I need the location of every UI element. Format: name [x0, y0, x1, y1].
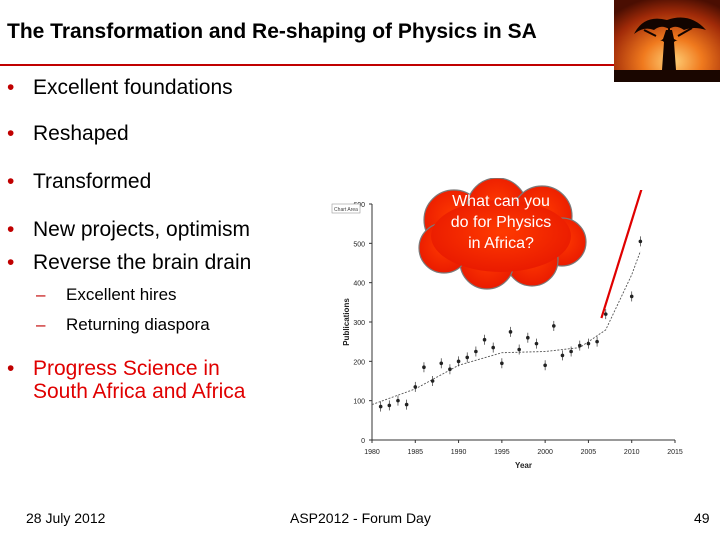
bullet-reshaped: • Reshaped	[7, 122, 129, 145]
data-point	[430, 379, 435, 383]
data-point	[595, 339, 599, 344]
bullet-new-projects: • New projects, optimism	[7, 218, 251, 241]
x-tick-label: 2000	[537, 449, 553, 456]
data-point	[534, 341, 539, 346]
slide-title: The Transformation and Re-shaping of Phy…	[7, 20, 537, 43]
data-point	[396, 398, 400, 403]
footer-date: 28 July 2012	[26, 510, 106, 526]
x-tick-label: 2010	[624, 449, 640, 456]
data-point	[387, 403, 392, 408]
publications-chart: 0100200300400500600198019851990199520002…	[331, 190, 683, 470]
growth-arrow	[600, 190, 643, 319]
data-point	[491, 345, 495, 350]
y-tick-label: 400	[353, 281, 365, 288]
data-point	[552, 324, 556, 328]
data-point	[422, 365, 426, 370]
data-point	[577, 343, 582, 348]
x-tick-label: 1995	[494, 449, 510, 456]
callout-cloud	[418, 178, 587, 290]
data-point	[456, 359, 461, 364]
data-point	[465, 355, 470, 360]
data-point	[508, 330, 513, 334]
x-tick-label: 1985	[407, 449, 423, 456]
footer-page-number: 49	[694, 510, 710, 526]
data-point	[439, 361, 444, 366]
data-point	[448, 367, 452, 371]
data-point	[500, 361, 504, 366]
data-point	[404, 402, 409, 407]
trend-line	[371, 251, 641, 406]
callout-text: What can you do for Physics in Africa?	[450, 193, 552, 252]
data-point	[474, 349, 478, 354]
data-point	[526, 335, 530, 340]
y-tick-label: 500	[353, 241, 365, 248]
chart-area-logo-text: Chart Area	[334, 207, 358, 213]
y-tick-label: 100	[353, 399, 365, 406]
x-tick-label: 1980	[364, 449, 380, 456]
data-point	[560, 353, 565, 358]
y-tick-label: 200	[353, 359, 365, 366]
bullet-transformed: • Transformed	[7, 170, 152, 193]
x-tick-label: 2015	[667, 449, 683, 456]
footer-event: ASP2012 - Forum Day	[290, 510, 431, 526]
chart-area-logo	[331, 203, 361, 214]
y-axis-label: Publications	[342, 298, 351, 346]
sub-bullet-excellent-hires: – Excellent hires	[36, 285, 177, 304]
y-tick-label: 0	[361, 438, 365, 445]
bullet-excellent-foundations: • Excellent foundations	[7, 76, 233, 99]
data-point	[629, 294, 634, 299]
data-point	[517, 347, 521, 352]
bullet-progress-science: • Progress Science in South Africa and Af…	[7, 357, 246, 403]
x-tick-label: 1990	[451, 449, 467, 456]
x-tick-label: 2005	[581, 449, 597, 456]
baobab-sunset-image	[614, 0, 720, 82]
data-point	[482, 337, 487, 342]
data-point	[413, 385, 418, 389]
data-point	[378, 404, 383, 409]
data-point	[569, 349, 573, 354]
title-divider	[0, 64, 720, 66]
data-point	[586, 341, 591, 346]
data-point	[603, 312, 608, 316]
bullet-reverse-brain-drain: • Reverse the brain drain	[7, 251, 252, 274]
data-point	[543, 363, 547, 368]
sub-bullet-returning-diaspora: – Returning diaspora	[36, 315, 210, 334]
y-tick-label: 300	[353, 320, 365, 327]
x-axis-label: Year	[515, 461, 532, 470]
data-point	[638, 239, 643, 244]
